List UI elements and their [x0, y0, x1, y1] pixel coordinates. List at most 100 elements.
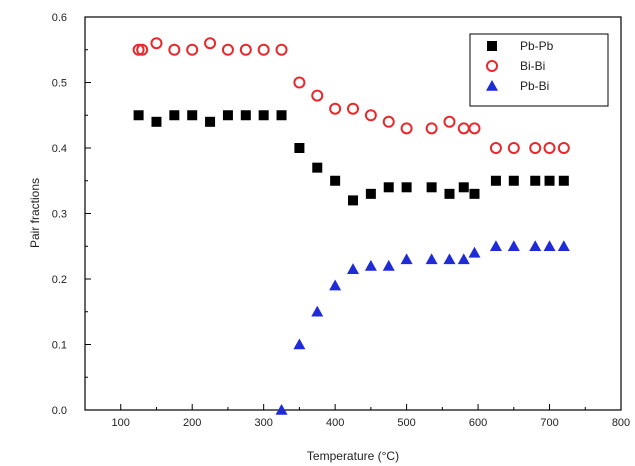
data-point [136, 43, 149, 56]
data-point [382, 259, 395, 271]
data-point [347, 263, 359, 274]
data-point [507, 142, 520, 154]
data-point [400, 122, 413, 135]
data-point [133, 110, 144, 121]
data-point [221, 43, 234, 56]
data-point [490, 175, 501, 186]
data-point [132, 43, 145, 56]
legend-label: Pb-Bi [520, 79, 549, 93]
y-tick-label: 0.6 [52, 12, 67, 24]
data-point [222, 110, 233, 121]
data-point [544, 175, 555, 186]
y-tick-label: 0.1 [52, 340, 67, 352]
data-point [401, 182, 412, 193]
data-point [240, 110, 251, 121]
data-point [311, 305, 324, 317]
y-tick-label: 0.4 [52, 143, 67, 155]
x-tick-label: 100 [112, 417, 130, 429]
data-point [508, 175, 519, 186]
data-point [382, 115, 395, 128]
legend-label: Pb-Pb [520, 39, 554, 53]
legend: Pb-Pb Bi-Bi Pb-Bi [469, 33, 609, 107]
data-point [186, 43, 199, 56]
data-point [168, 43, 181, 56]
axis-tick-labels: 100 200 300 400 500 600 700 800 0.0 0.1 0.2 0.3 0.4 0… [52, 12, 630, 429]
data-point [329, 279, 342, 291]
data-point [486, 80, 498, 91]
series-bi-bi [132, 37, 570, 154]
data-point [557, 240, 570, 252]
x-tick-label: 400 [326, 417, 344, 429]
y-tick-label: 0.2 [52, 274, 67, 286]
data-point [258, 110, 269, 121]
data-point [468, 122, 481, 135]
data-point [151, 116, 162, 127]
data-point [489, 240, 502, 252]
data-point [187, 110, 198, 121]
data-point [443, 115, 456, 128]
x-tick-label: 200 [183, 417, 201, 429]
data-point [543, 240, 556, 252]
data-point [530, 175, 541, 186]
x-tick-label: 800 [612, 417, 630, 429]
legend-item: Pb-Bi [486, 79, 549, 93]
data-point [169, 110, 180, 121]
data-series [132, 37, 570, 415]
data-point [311, 89, 324, 102]
data-point [457, 253, 470, 265]
data-point [489, 142, 502, 154]
data-point [444, 188, 455, 199]
data-point [205, 116, 216, 127]
axis-ticks [85, 16, 622, 411]
legend-item: Bi-Bi [486, 59, 545, 73]
data-point [204, 37, 217, 50]
x-tick-label: 600 [469, 417, 487, 429]
legend-label: Bi-Bi [520, 59, 545, 73]
data-point [330, 175, 341, 186]
data-point [443, 253, 456, 265]
data-point [425, 253, 438, 265]
data-point [400, 253, 413, 265]
y-tick-label: 0.5 [52, 78, 67, 90]
data-point [348, 195, 358, 206]
data-point [457, 122, 470, 135]
data-point [257, 43, 270, 56]
x-axis-title: Temperature (°C) [307, 449, 399, 463]
y-axis-title: Pair fractions [28, 178, 42, 248]
data-point [329, 102, 342, 115]
data-point [383, 182, 394, 193]
data-point [486, 60, 498, 72]
data-point [293, 338, 306, 350]
y-tick-label: 0.0 [52, 405, 67, 417]
data-point [458, 182, 469, 193]
data-point [507, 240, 520, 252]
x-tick-label: 500 [397, 417, 415, 429]
data-point [347, 102, 359, 115]
data-point [529, 240, 542, 252]
data-point [364, 259, 377, 271]
x-tick-label: 700 [540, 417, 558, 429]
y-tick-label: 0.3 [52, 209, 67, 221]
data-point [293, 76, 306, 89]
data-point [529, 142, 542, 154]
data-point [426, 182, 437, 193]
data-point [312, 162, 323, 173]
data-point [294, 143, 305, 153]
legend-item: Pb-Pb [487, 39, 554, 53]
data-point [239, 43, 252, 56]
data-point [365, 188, 376, 199]
data-point [275, 404, 288, 415]
data-point [276, 110, 287, 121]
data-point [275, 43, 288, 56]
x-tick-label: 300 [254, 417, 272, 429]
data-point [150, 37, 163, 50]
series-pb-bi [275, 240, 570, 415]
data-point [425, 122, 438, 135]
data-point [469, 188, 480, 199]
data-point [558, 175, 569, 186]
data-point [543, 142, 556, 154]
data-point [557, 142, 570, 154]
data-point [468, 246, 481, 258]
series-pb-pb [133, 110, 569, 206]
data-point [487, 41, 497, 51]
